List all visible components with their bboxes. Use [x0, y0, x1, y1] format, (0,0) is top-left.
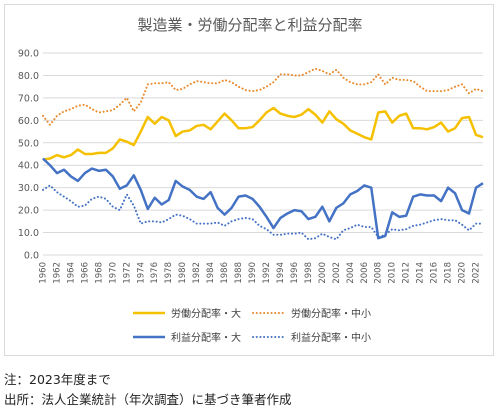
x-tick-label: 2010: [388, 262, 398, 284]
y-tick-label: 10.0: [18, 228, 39, 239]
y-tick-label: 20.0: [18, 206, 39, 217]
x-tick-label: 1974: [136, 262, 146, 284]
y-tick-label: 40.0: [18, 161, 39, 172]
x-tick-label: 2018: [444, 262, 454, 284]
x-tick-label: 1978: [164, 262, 174, 284]
line-chart: 製造業・労働分配率と利益分配率 0.0 10.0 20.0 30.0 40.0 50.0 60…: [18, 16, 484, 344]
x-tick-label: 1994: [276, 262, 286, 284]
x-tick-label: 1986: [220, 262, 230, 284]
x-tick-label: 2002: [332, 262, 342, 284]
legend-label-3: 利益分配率・大: [171, 331, 241, 344]
x-tick-label: 1980: [178, 262, 188, 284]
x-tick-label: 1982: [192, 262, 202, 284]
x-tick-label: 1984: [206, 262, 216, 284]
x-tick-label: 1998: [304, 262, 314, 284]
x-tick-label: 2004: [346, 262, 356, 284]
x-tick-label: 2016: [430, 262, 440, 284]
series-line-2: [42, 67, 484, 126]
x-tick-label: 1996: [290, 262, 300, 284]
y-tick-label: 80.0: [18, 71, 39, 82]
x-tick-label: 2020: [458, 262, 468, 284]
x-tick-label: 2014: [416, 262, 426, 284]
y-tick-label: 30.0: [18, 183, 39, 194]
y-tick-label: 50.0: [18, 138, 39, 149]
x-tick-label: 1964: [66, 262, 76, 284]
x-tick-label: 1960: [39, 262, 49, 284]
x-tick-label: 2022: [472, 262, 482, 284]
y-tick-label: 70.0: [18, 93, 39, 104]
x-tick-label: 1962: [52, 262, 62, 284]
x-tick-label: 1968: [94, 262, 104, 284]
series-line-1: [42, 106, 484, 161]
legend-label-2: 労働分配率・中小: [291, 307, 371, 320]
y-tick-label: 90.0: [18, 49, 39, 60]
x-tick-label: 2000: [318, 262, 328, 284]
x-tick-label: 2012: [402, 262, 412, 284]
y-tick-label: 0.0: [24, 251, 39, 262]
chart-title: 製造業・労働分配率と利益分配率: [137, 16, 362, 34]
x-tick-label: 1992: [262, 262, 272, 284]
x-tick-label: 1972: [122, 262, 132, 284]
x-tick-label: 2008: [374, 262, 384, 284]
x-tick-label: 2006: [360, 262, 370, 284]
legend-label-4: 利益分配率・中小: [291, 331, 371, 344]
x-tick-label: 1990: [248, 262, 258, 284]
chart-frame: 製造業・労働分配率と利益分配率 0.0 10.0 20.0 30.0 40.0 50.0 60…: [4, 4, 494, 356]
note-source: 出所：法人企業統計（年次調査）に基づき筆者作成: [4, 392, 292, 407]
y-tick-label: 60.0: [18, 116, 39, 127]
series-line-3: [42, 157, 484, 240]
x-tick-label: 1970: [108, 262, 118, 284]
note-period: 注：2023年度まで: [4, 372, 111, 387]
x-tick-label: 1988: [234, 262, 244, 284]
x-tick-label: 1966: [80, 262, 90, 284]
x-tick-label: 1976: [150, 262, 160, 284]
series-line-4: [42, 184, 484, 241]
legend-label-1: 労働分配率・大: [171, 307, 241, 320]
